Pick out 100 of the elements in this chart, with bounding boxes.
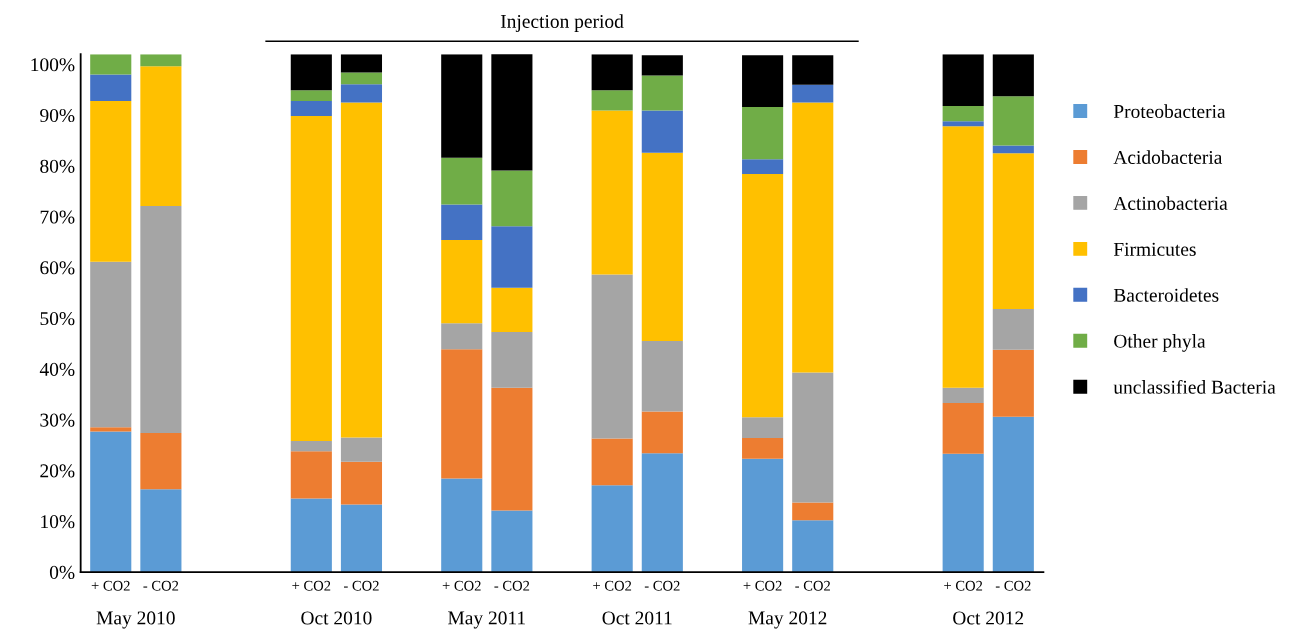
bar [992,96,1034,146]
bar [942,105,984,122]
bar [290,90,332,101]
text: Oct 2010 [301,611,372,625]
bar [641,152,683,342]
bar [340,102,383,438]
bar [641,110,683,153]
y-tick-label: 30% [40,413,75,427]
bar [491,510,533,573]
bar [641,411,683,454]
x-tick-label: - CO2 [143,580,179,591]
bar [340,72,383,85]
bar [491,331,533,388]
bar [641,55,683,76]
bar [441,478,483,573]
bar [742,438,784,459]
bar [441,54,483,158]
bar [491,226,533,288]
bar [90,74,132,101]
bar [290,116,332,442]
x-tick-label: + CO2 [743,580,782,591]
legend-label: Proteobacteria [1113,104,1226,119]
y-tick-label: 10% [41,515,75,529]
x-tick-label: - CO2 [644,580,680,591]
x-tick-label: - CO2 [795,580,830,591]
legend-label: Bacteroidetes [1113,288,1219,302]
bar [290,498,332,573]
text: May 2011 [448,611,525,629]
bar [641,341,683,412]
x-tick-label: + CO2 [593,580,632,591]
text: Injection period [500,14,624,32]
bar [942,453,984,573]
bar [441,323,483,350]
bar [441,204,483,240]
bar [742,55,784,107]
bar [290,54,332,91]
y-tick-label: 70% [40,210,75,224]
bar [942,126,984,388]
bar [942,402,984,454]
x-tick-label: + CO2 [442,580,481,591]
bar [942,54,984,106]
bar [992,309,1034,350]
bar [591,110,633,275]
bar [742,458,784,573]
y-tick-label: 100% [31,58,75,72]
x-tick-label: - CO2 [995,580,1031,591]
bar [491,54,533,171]
y-tick-label: 0% [49,565,75,580]
bar [792,502,834,521]
bar [90,427,132,432]
bar [90,431,132,573]
bar [792,102,834,373]
bar [90,100,132,262]
bar [140,432,182,490]
bar [290,441,332,452]
bar [441,240,483,324]
y-tick-label: 80% [40,159,75,173]
bar [140,205,182,433]
text: Oct 2011 [602,611,672,625]
bar [742,417,784,439]
bar [942,387,984,403]
bar [591,485,633,573]
bar [591,438,633,486]
bar [742,174,784,418]
bar [340,504,383,573]
bar [491,170,533,227]
x-tick-label: + CO2 [944,580,983,591]
bar [641,453,683,573]
text: May 2010 [96,611,175,629]
text: May 2012 [748,611,827,629]
bar [792,372,834,503]
bar [441,157,483,205]
y-tick-label: 20% [40,464,75,478]
bar [290,100,332,117]
bar [641,75,683,111]
bar [340,461,383,505]
y-tick-label: 60% [40,261,75,275]
y-tick-label: 40% [39,362,75,376]
x-tick-label: - CO2 [494,580,530,591]
bar [140,66,182,206]
bar [792,84,834,103]
bar [340,84,383,103]
x-tick-label: + CO2 [292,580,331,591]
bar [591,54,633,91]
legend-label: Actinobacteria [1113,196,1228,210]
bar [992,145,1034,154]
bar [290,451,332,499]
legend-label: Other phyla [1114,334,1206,352]
x-tick-label: - CO2 [343,580,379,591]
bar [792,55,834,85]
bar [441,349,483,479]
x-tick-label: + CO2 [91,580,130,591]
bar [992,416,1034,573]
bar [992,153,1034,310]
bar [491,387,533,511]
bar [992,54,1034,97]
legend-label: Acidobacteria [1113,150,1223,164]
legend-label: Firmicutes [1113,242,1196,256]
bar [90,261,132,428]
bar [491,287,533,332]
